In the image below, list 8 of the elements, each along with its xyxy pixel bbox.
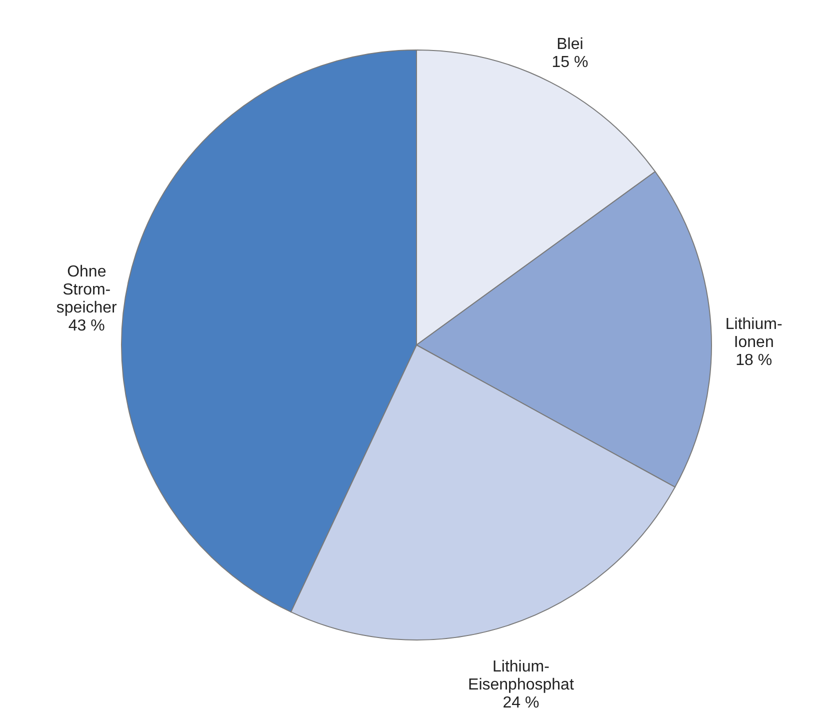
slice-label: Lithium-Eisenphosphat — [468, 658, 574, 694]
data-label: 18 % — [736, 352, 772, 369]
slice-label: Ohne Strom-speicher — [56, 263, 118, 316]
slice-label: Blei — [556, 36, 584, 53]
data-label: 15 % — [552, 54, 588, 71]
data-label: 24 % — [502, 694, 540, 712]
slice-label: Lithium-Ionen — [725, 316, 782, 351]
data-label: 43 % — [68, 317, 105, 334]
